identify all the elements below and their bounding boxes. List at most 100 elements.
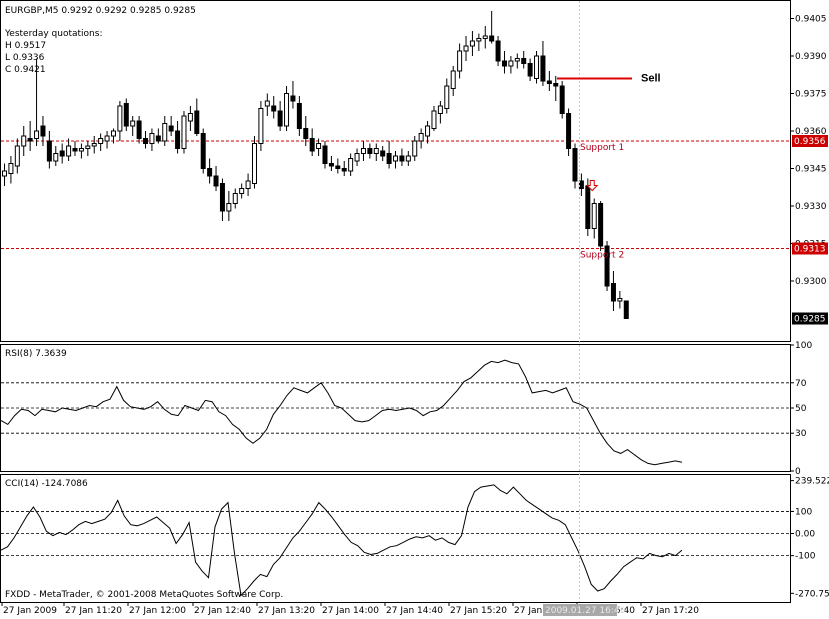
candle <box>200 128 206 174</box>
candle <box>239 183 245 199</box>
candle <box>444 78 450 114</box>
cci-tick-label: 239.522 <box>795 477 829 487</box>
time-label: 27 Jan 12:00 <box>129 606 186 616</box>
candle <box>14 138 20 174</box>
cci-tick-label: -100 <box>795 552 816 562</box>
candle <box>296 96 302 136</box>
svg-text:0.9313: 0.9313 <box>794 245 826 255</box>
price-tick-label: 0.9375 <box>795 90 827 100</box>
candle <box>380 146 386 161</box>
candle <box>482 26 488 49</box>
rsi-label: RSI(8) 7.3639 <box>5 349 67 359</box>
candle <box>463 36 469 61</box>
candle <box>136 116 142 144</box>
candle <box>386 141 392 169</box>
candle <box>123 98 129 131</box>
yesterday-close: C 0.9421 <box>5 65 46 75</box>
rsi-line <box>0 359 683 466</box>
candle <box>162 116 168 146</box>
candle <box>232 188 238 209</box>
rsi-tick-label: 0 <box>795 467 801 477</box>
candle <box>78 143 84 159</box>
time-label: 27 Jan 14:00 <box>322 606 379 616</box>
time-label: 27 Jan 12:40 <box>194 606 251 616</box>
candle <box>40 116 46 146</box>
cci-panel[interactable] <box>0 474 791 603</box>
candle <box>251 136 257 189</box>
candle <box>322 141 328 169</box>
candle <box>617 291 623 309</box>
price-tick-label: 0.9390 <box>795 52 827 62</box>
cci-tick-label: 100 <box>795 507 812 517</box>
candle <box>425 121 431 144</box>
candle <box>130 116 136 136</box>
candle <box>245 173 251 196</box>
candle <box>604 241 610 291</box>
candle <box>566 108 572 156</box>
time-label: 27 Jan 17:20 <box>642 606 699 616</box>
candle <box>514 53 520 69</box>
candle <box>143 131 149 149</box>
candle <box>578 173 584 196</box>
candle <box>226 191 232 221</box>
time-label: 27 Jan 14:40 <box>386 606 443 616</box>
candle <box>341 161 347 176</box>
support2-label: Support 2 <box>580 251 624 261</box>
time-label: 27 Jan 16:00 <box>514 606 571 616</box>
candle <box>521 51 527 69</box>
candle <box>405 151 411 166</box>
svg-text:0.9356: 0.9356 <box>794 137 826 147</box>
candle <box>348 153 354 176</box>
time-label: 27 Jan 13:20 <box>258 606 315 616</box>
candle <box>559 81 565 119</box>
candle <box>373 143 379 161</box>
candle <box>53 146 59 166</box>
candle <box>98 133 104 151</box>
price-panel[interactable] <box>0 0 791 342</box>
candle <box>418 128 424 149</box>
candle <box>393 151 399 169</box>
yesterday-title: Yesterday quotations: <box>4 29 102 39</box>
rsi-series: 100 70 50 30 0 <box>0 341 812 477</box>
rsi-tick-label: 30 <box>795 429 807 439</box>
candlestick-series <box>2 11 629 319</box>
candle <box>546 71 552 91</box>
candle <box>181 111 187 154</box>
candle <box>508 56 514 74</box>
support2-price-tag: 0.9313 <box>792 242 828 255</box>
candle <box>168 116 174 136</box>
candle <box>527 58 533 81</box>
candle <box>264 93 270 116</box>
candle <box>284 86 290 131</box>
candle <box>495 36 501 66</box>
copyright-text: FXDD - MetaTrader, © 2001-2008 MetaQuote… <box>5 590 283 600</box>
cci-line <box>0 484 683 597</box>
time-label: 27 Jan 15:20 <box>450 606 507 616</box>
candle <box>207 158 213 184</box>
price-tick-label: 0.9360 <box>795 127 827 137</box>
sell-arrow-icon <box>586 180 599 192</box>
candle <box>258 101 264 151</box>
candle <box>149 128 155 151</box>
candle <box>316 138 322 156</box>
yesterday-low: L 0.9336 <box>5 53 45 63</box>
candle <box>412 136 418 161</box>
support-lines <box>1 140 790 249</box>
candle <box>290 81 296 109</box>
price-tick-label: 0.9300 <box>795 277 827 287</box>
support1-price-tag: 0.9356 <box>792 135 828 147</box>
candle <box>553 76 559 101</box>
candle <box>277 101 283 131</box>
candle <box>437 101 443 124</box>
candle <box>219 178 225 221</box>
candle <box>367 143 373 159</box>
candle <box>46 131 52 169</box>
candle <box>431 106 437 131</box>
candle <box>328 156 334 171</box>
yesterday-high: H 0.9517 <box>5 41 46 51</box>
candle <box>66 138 72 161</box>
candle <box>354 148 360 166</box>
candle <box>187 106 193 131</box>
candle <box>117 101 123 141</box>
